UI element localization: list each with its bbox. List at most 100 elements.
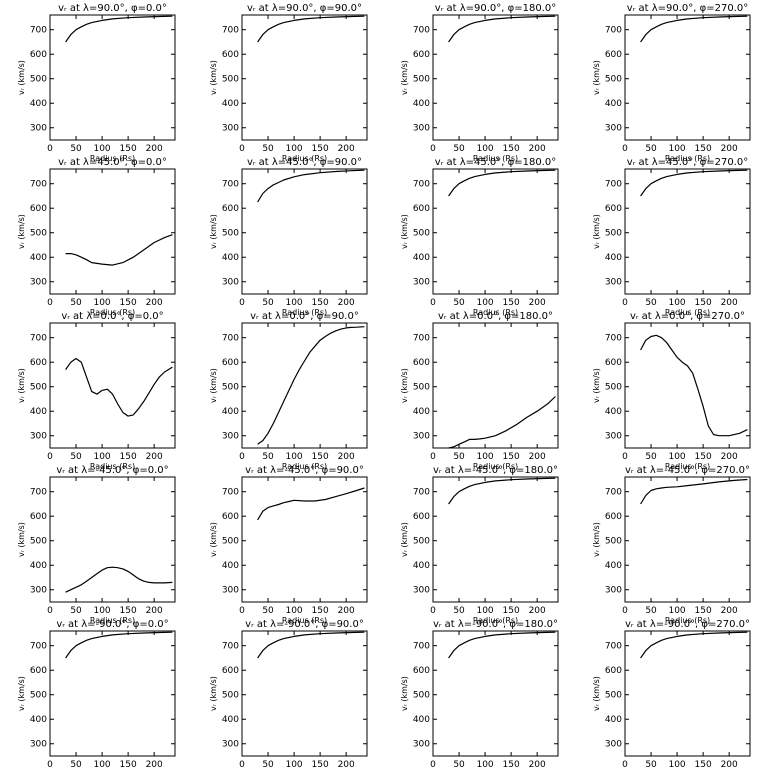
x-axis-label: Radius (Rs) [282, 308, 327, 317]
x-tick-label: 200 [529, 760, 546, 768]
x-tick-label: 200 [529, 606, 546, 616]
x-tick-label: 0 [430, 452, 436, 462]
panel-title: vᵣ at λ=90.0°, φ=90.0° [247, 3, 362, 14]
y-tick-label: 500 [605, 229, 622, 239]
y-tick-label: 700 [222, 180, 239, 190]
y-tick-label: 600 [30, 50, 47, 60]
x-axis-label: Radius (Rs) [282, 616, 327, 625]
panel-title: vᵣ at λ=90.0°, φ=180.0° [435, 3, 556, 14]
panel-title: vᵣ at λ=45.0°, φ=180.0° [435, 157, 556, 168]
y-tick-label: 700 [222, 642, 239, 652]
series-line [640, 169, 748, 197]
y-tick-label: 500 [222, 691, 239, 701]
x-tick-label: 200 [721, 144, 738, 154]
x-tick-label: 0 [622, 298, 628, 308]
y-tick-label: 400 [413, 715, 430, 725]
panel-title: vᵣ at λ=45.0°, φ=90.0° [247, 157, 362, 168]
x-tick-label: 50 [70, 760, 82, 768]
y-tick-label: 500 [413, 75, 430, 85]
x-tick-label: 100 [93, 298, 110, 308]
plot-frame [241, 168, 368, 295]
plot-frame [624, 630, 751, 757]
x-axis-label: Radius (Rs) [473, 616, 518, 625]
y-axis-label: vᵣ (km/s) [592, 368, 601, 403]
x-tick-label: 150 [312, 452, 329, 462]
x-tick-label: 100 [285, 760, 302, 768]
x-tick-label: 100 [668, 298, 685, 308]
y-tick-label: 400 [605, 99, 622, 109]
panel-title: vᵣ at λ=45.0°, φ=270.0° [627, 157, 748, 168]
y-tick-label: 300 [413, 586, 430, 596]
x-tick-label: 200 [146, 606, 163, 616]
y-tick-label: 300 [222, 432, 239, 442]
x-axis-label: Radius (Rs) [473, 308, 518, 317]
x-tick-label: 50 [645, 606, 657, 616]
x-axis-label: Radius (Rs) [90, 616, 135, 625]
plot-frame [49, 322, 176, 449]
x-tick-label: 200 [338, 144, 355, 154]
panel-title: vᵣ at λ=0.0°, φ=180.0° [438, 311, 553, 322]
x-axis-label: Radius (Rs) [90, 308, 135, 317]
series-line [448, 169, 556, 197]
series-line [65, 566, 173, 593]
x-tick-label: 200 [529, 452, 546, 462]
x-tick-label: 100 [476, 606, 493, 616]
panel-title: vᵣ at λ=0.0°, φ=270.0° [630, 311, 745, 322]
y-axis-label: vᵣ (km/s) [592, 522, 601, 557]
series-line [640, 334, 748, 437]
x-tick-label: 50 [453, 144, 465, 154]
x-tick-label: 50 [70, 606, 82, 616]
y-tick-label: 500 [222, 75, 239, 85]
x-tick-label: 0 [622, 760, 628, 768]
y-tick-label: 300 [30, 740, 47, 750]
x-tick-label: 100 [93, 760, 110, 768]
y-tick-label: 300 [605, 740, 622, 750]
x-tick-label: 150 [503, 606, 520, 616]
x-tick-label: 150 [503, 298, 520, 308]
panel-17: vᵣ at λ=-90.0°, φ=90.0° 0 50 100 150 200 300 40… [209, 619, 368, 768]
x-tick-label: 0 [47, 298, 53, 308]
panel-title: vᵣ at λ=-45.0°, φ=0.0° [56, 465, 168, 476]
x-tick-label: 100 [285, 144, 302, 154]
x-tick-label: 200 [146, 144, 163, 154]
plot-frame [49, 14, 176, 141]
x-tick-label: 0 [47, 760, 53, 768]
series-line [448, 477, 556, 505]
plot-frame [624, 168, 751, 295]
x-axis-label: Radius (Rs) [665, 308, 710, 317]
y-tick-label: 600 [222, 204, 239, 214]
x-tick-label: 50 [453, 606, 465, 616]
y-tick-label: 600 [605, 666, 622, 676]
x-tick-label: 150 [312, 760, 329, 768]
panel-3: vᵣ at λ=90.0°, φ=270.0° 0 50 100 150 200 300 40… [592, 3, 751, 163]
x-tick-label: 100 [93, 606, 110, 616]
y-tick-label: 300 [413, 124, 430, 134]
plot-frame [624, 476, 751, 603]
plot-frame [241, 14, 368, 141]
y-tick-label: 400 [30, 561, 47, 571]
x-tick-label: 200 [721, 298, 738, 308]
y-tick-label: 500 [30, 229, 47, 239]
panel-4: vᵣ at λ=45.0°, φ=0.0° 0 50 100 150 200 300 400 5… [17, 157, 176, 317]
y-tick-label: 500 [30, 537, 47, 547]
y-tick-label: 700 [222, 488, 239, 498]
x-tick-label: 150 [312, 606, 329, 616]
panel-title: vᵣ at λ=0.0°, φ=0.0° [61, 311, 163, 322]
y-tick-label: 500 [605, 691, 622, 701]
y-tick-label: 300 [222, 124, 239, 134]
panel-title: vᵣ at λ=90.0°, φ=270.0° [627, 3, 748, 14]
y-tick-label: 500 [605, 537, 622, 547]
plot-frame [49, 168, 176, 295]
y-tick-label: 300 [605, 124, 622, 134]
series-line [640, 631, 748, 659]
y-tick-label: 300 [413, 278, 430, 288]
y-axis-label: vᵣ (km/s) [209, 522, 218, 557]
plot-frame [432, 322, 559, 449]
x-tick-label: 50 [453, 760, 465, 768]
y-tick-label: 400 [605, 253, 622, 263]
panel-title: vᵣ at λ=-90.0°, φ=0.0° [56, 619, 168, 630]
x-tick-label: 50 [70, 452, 82, 462]
x-tick-label: 150 [120, 606, 137, 616]
x-tick-label: 0 [622, 606, 628, 616]
panel-title: vᵣ at λ=-90.0°, φ=90.0° [245, 619, 364, 630]
